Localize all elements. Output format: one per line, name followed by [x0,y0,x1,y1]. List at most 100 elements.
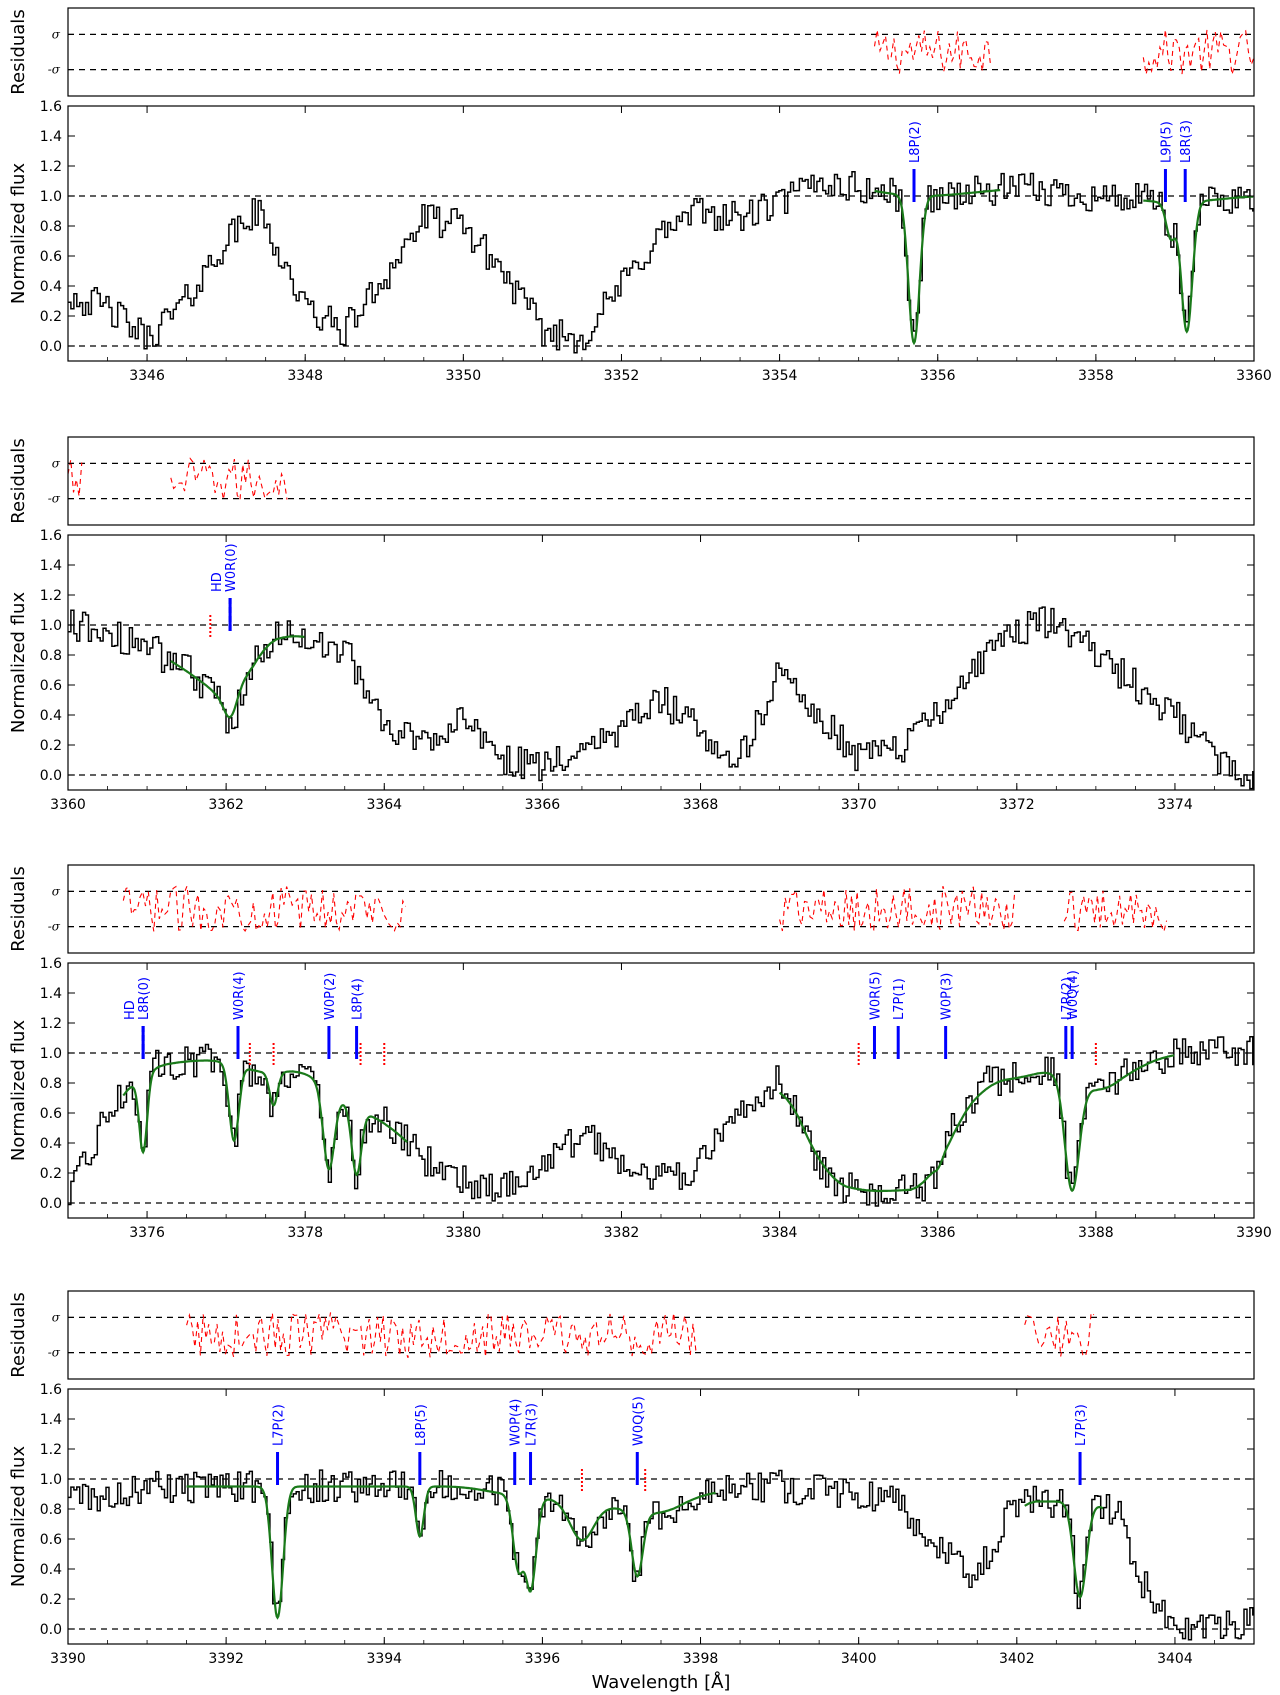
h2-line-label: L7R(2) [1060,977,1075,1020]
flux-y-tick-label: 0.4 [40,1562,62,1578]
flux-y-tick-label: 0.4 [40,1136,62,1152]
x-tick-label: 3370 [841,797,877,813]
x-tick-label: 3360 [50,797,86,813]
panel-2: σ -σ Residuals W0R(0)HD 0.0 0.2 0.4 0.6 0.8 1.0 1.… [8,436,1255,813]
model-fit-line [874,189,1001,346]
h2-line-label: W0P(2) [323,973,338,1020]
flux-y-tick-label: 0.8 [40,219,62,235]
flux-y-tick-label: 0.6 [40,1532,62,1548]
x-tick-label: 3346 [129,368,165,384]
h2-line-label: W0R(5) [868,971,883,1020]
x-tick-label: 3382 [604,1225,640,1241]
residuals-panel: σ -σ Residuals [8,1290,1255,1380]
residuals-frame [67,1290,1255,1380]
x-tick-label: 3374 [1157,797,1193,813]
residuals-line [1142,29,1254,75]
h2-line-label: L8P(5) [414,1404,429,1446]
flux-y-tick-label: 0.6 [40,678,62,694]
h2-line-label: W0R(0) [224,543,239,592]
x-tick-label: 3386 [920,1225,956,1241]
flux-panel: L8P(2) L9P(5) L8R(3) 0.0 0.2 0.4 0.6 0.8 1.0 1.2 1… [8,99,1272,384]
flux-y-tick-label: 1.0 [40,189,62,205]
residuals-line [1024,1311,1095,1357]
flux-y-tick-label: 0.8 [40,1076,62,1092]
flux-y-tick-label: 0.8 [40,1502,62,1518]
h2-line-label: L7P(1) [892,978,907,1020]
flux-y-tick-label: 0.0 [40,768,62,784]
x-tick-label: 3384 [762,1225,798,1241]
flux-panel: L7P(2) L8P(5) W0P(4) L7R(3) W0Q(5) L7P(3) 0.0 0… [8,1382,1255,1693]
sigma-tick-label: σ [52,27,61,41]
h2-line-label: W0Q(5) [631,1396,646,1446]
residuals-line [1063,890,1168,934]
flux-ylabel: Normalized flux [8,163,29,305]
residuals-panel: σ -σ Residuals [8,7,1255,97]
x-tick-label: 3390 [50,1651,86,1667]
flux-y-tick-label: 1.4 [40,558,62,574]
spectrum-line [68,606,1254,790]
residuals-line [68,459,83,497]
x-tick-label: 3380 [446,1225,482,1241]
model-fit-line [170,635,305,719]
residuals-frame [67,7,1255,97]
residuals-series [122,885,1168,934]
h2-line-label: W0Q(4) [1066,970,1081,1020]
flux-y-tick-label: 0.2 [40,309,62,325]
x-tick-label: 3356 [920,368,956,384]
x-tick-label: 3350 [446,368,482,384]
x-tick-label: 3400 [841,1651,877,1667]
residuals-line [873,29,992,74]
minus-sigma-tick-label: -σ [48,1346,61,1360]
flux-y-tick-label: 1.0 [40,618,62,634]
spectrum-line [68,170,1254,354]
flux-frame [67,105,1255,362]
flux-y-tick-label: 1.6 [40,956,62,972]
flux-y-tick-label: 0.4 [40,279,62,295]
x-tick-label: 3394 [366,1651,402,1667]
x-tick-label: 3388 [1078,1225,1114,1241]
flux-y-tick-label: 1.0 [40,1472,62,1488]
flux-y-tick-label: 0.0 [40,1196,62,1212]
h2-line-label: W0R(4) [232,971,247,1020]
flux-y-tick-label: 0.2 [40,1166,62,1182]
panel-3: σ -σ Residuals L8R(0) W0R(4) W0P(2) L8P(4) W0R(… [8,864,1272,1241]
xlabel: Wavelength [Å] [592,1671,731,1693]
residuals-line [779,886,1016,932]
panel-4: σ -σ Residuals L7P(2) L8P(5) W0P(4) L7R(3) W0Q(… [8,1290,1255,1693]
flux-ylabel: Normalized flux [8,592,29,734]
h2-line-label: L9P(5) [1159,121,1174,163]
flux-y-tick-label: 1.2 [40,1016,62,1032]
flux-y-tick-label: 0.0 [40,1622,62,1638]
x-tick-label: 3390 [1236,1225,1272,1241]
x-tick-label: 3398 [683,1651,719,1667]
sigma-tick-label: σ [52,456,61,470]
residuals-ylabel: Residuals [8,866,29,951]
x-tick-label: 3352 [604,368,640,384]
flux-y-tick-label: 0.8 [40,648,62,664]
flux-y-tick-label: 0.2 [40,738,62,754]
flux-y-tick-label: 1.4 [40,129,62,145]
residuals-line [186,1312,699,1358]
spectrum-line [68,1469,1254,1641]
h2-line-label: L7R(3) [525,1403,540,1446]
minus-sigma-tick-label: -σ [48,920,61,934]
flux-ylabel: Normalized flux [8,1020,29,1162]
model-fit-line [1024,1500,1104,1599]
flux-y-tick-label: 1.6 [40,1382,62,1398]
flux-y-tick-label: 1.2 [40,1442,62,1458]
x-tick-label: 3358 [1078,368,1114,384]
residuals-line [170,457,288,502]
flux-y-tick-label: 1.4 [40,1412,62,1428]
flux-ylabel: Normalized flux [8,1446,29,1588]
flux-y-tick-label: 1.2 [40,159,62,175]
h2-line-label: L8R(0) [137,977,152,1020]
flux-y-tick-label: 0.2 [40,1592,62,1608]
residuals-series [68,457,288,502]
flux-y-tick-label: 0.0 [40,339,62,355]
h2-line-label: L8R(3) [1179,120,1194,163]
flux-y-tick-label: 1.6 [40,99,62,115]
model-fit-line [778,1054,1175,1193]
h2-line-label: W0P(3) [940,973,955,1020]
x-tick-label: 3348 [287,368,323,384]
